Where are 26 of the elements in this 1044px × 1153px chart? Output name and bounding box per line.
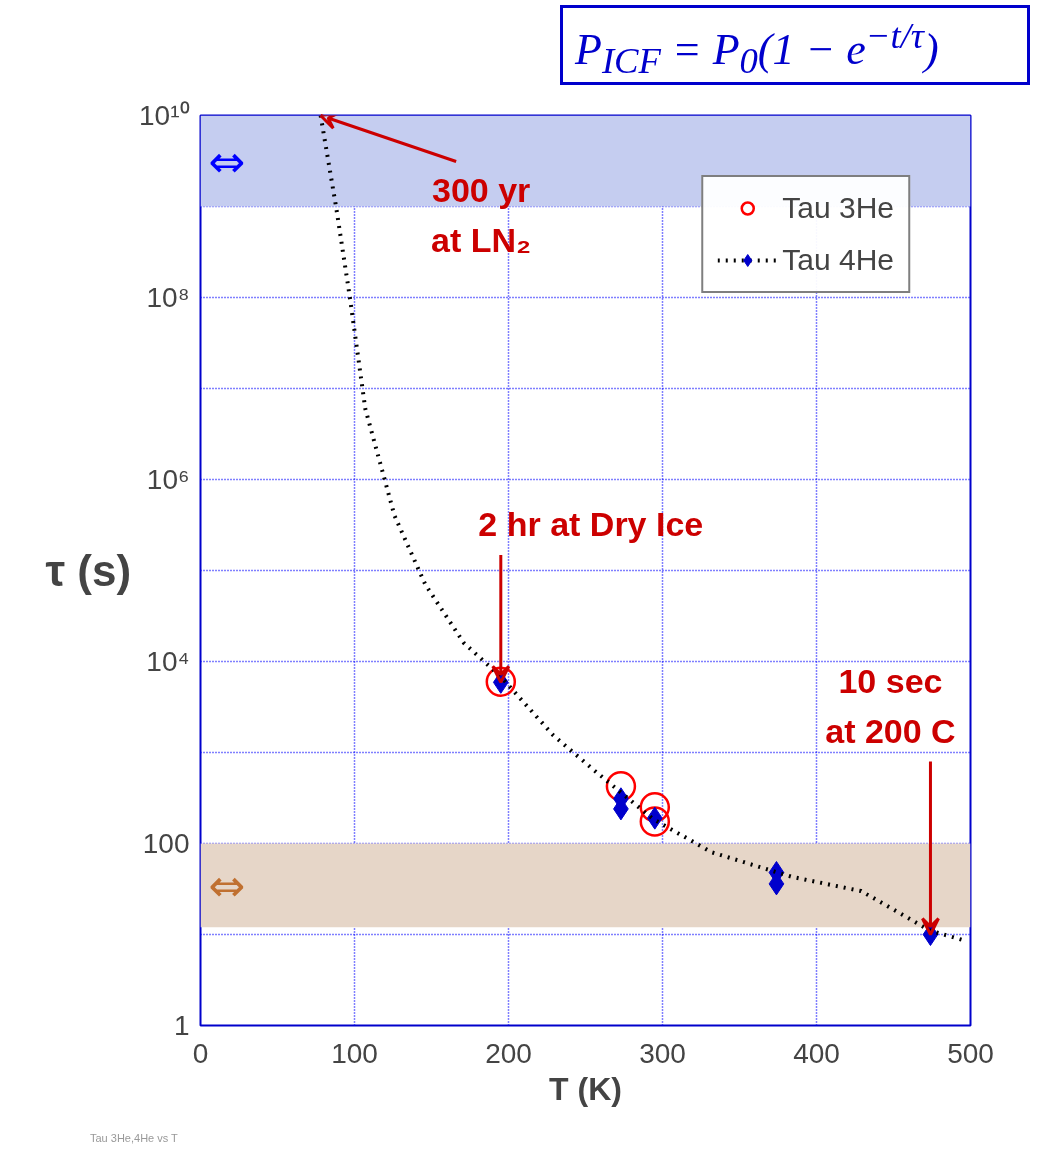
y-tick-label: 100 [142,828,190,859]
x-tick-label: 300 [639,1037,686,1069]
x-tick-label: 100 [331,1037,378,1069]
point [639,806,671,837]
text: Tau 3He,4He vs T [90,1131,178,1146]
point [639,792,671,823]
y-tick-label: 10¹⁰ [139,100,190,131]
y-tick-label: 10⁴ [146,646,190,677]
legend-label: Tau 4He [782,243,894,277]
annotation: 2 hr at Dry Ice [478,504,704,543]
x-tick-label: 500 [947,1037,994,1069]
x-tick-label: 400 [793,1037,840,1069]
y-tick-label: 10⁸ [146,282,190,313]
legend-label: Tau 3He [782,191,894,225]
y-tick-label: 10⁶ [146,464,190,495]
point [605,771,637,802]
band-label: ⇔ [208,859,246,911]
y-axis-title: τ (s) [45,546,132,595]
x-axis-title: T (K) [549,1070,622,1107]
x-tick-label: 200 [485,1037,532,1069]
annotation: 300 yr at LN₂ [431,171,532,259]
y-tick-label: 1 [173,1010,190,1041]
text: P$_{ICF}$ = P$_{0}$(1 − e$^{−t/τ}$) [575,14,939,84]
band-label: ⇔ [208,135,246,187]
x-tick-label: 0 [192,1037,209,1069]
annotation: 10 sec at 200 C [825,662,956,750]
